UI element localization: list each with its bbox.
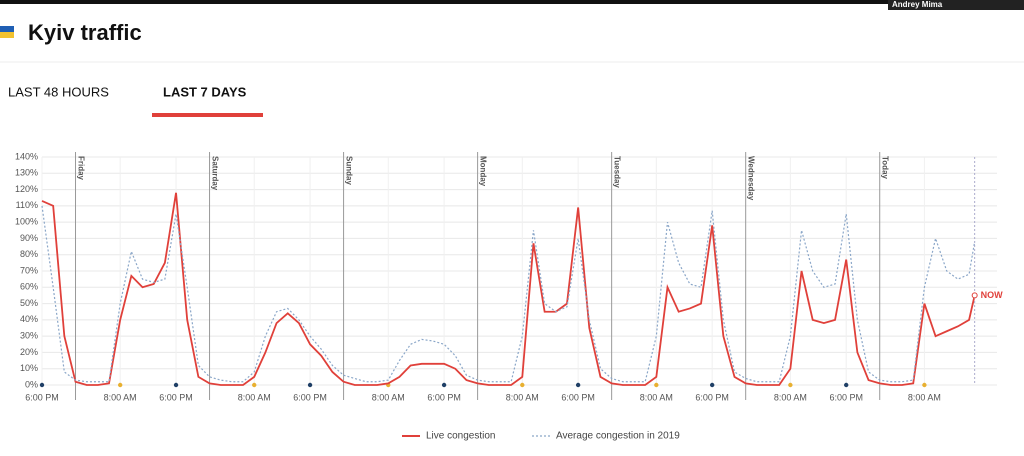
y-tick-label: 140%: [15, 151, 38, 161]
x-tick-label: 6:00 PM: [427, 392, 461, 402]
day-label: Tuesday: [613, 156, 622, 188]
chart: 0% 10% 20% 30% 40% 50% 60% 70% 80% 90% 100% 110% 120…: [15, 151, 1003, 441]
tick-dot: [39, 382, 45, 388]
y-tick-label: 10%: [20, 363, 38, 373]
top-bar: [0, 0, 1024, 4]
day-label: Sunday: [344, 156, 353, 185]
user-badge: [888, 0, 1024, 10]
tick-dot: [788, 382, 793, 388]
legend-label: Average congestion in 2019: [556, 431, 680, 442]
y-tick-label: 60%: [20, 282, 38, 292]
series-line: [41, 192, 976, 386]
annotation: NOW: [981, 290, 1004, 300]
y-tick-label: 110%: [16, 200, 38, 210]
x-tick-label: 8:00 AM: [908, 392, 941, 402]
tabs: LAST 48 HOURS LAST 7 DAYS: [8, 84, 263, 117]
y-tick-label: 20%: [20, 347, 38, 357]
tick-dot: [441, 382, 447, 388]
day-label: Monday: [479, 156, 488, 187]
x-tick-label: 6:00 PM: [293, 392, 327, 402]
x-tick-label: 8:00 AM: [372, 392, 405, 402]
y-tick-label: 70%: [20, 265, 38, 275]
tab[interactable]: LAST 7 DAYS: [163, 84, 247, 99]
x-tick-label: 6:00 PM: [829, 392, 863, 402]
y-tick-label: 30%: [20, 331, 38, 341]
user-name: Andrey Mima: [892, 0, 943, 9]
x-tick-label: 8:00 AM: [774, 392, 807, 402]
tick-dot: [117, 382, 123, 388]
day-label: Today: [881, 156, 890, 180]
tick-dot: [173, 382, 179, 388]
y-tick-label: 130%: [15, 168, 38, 178]
y-tick-label: 0%: [25, 379, 38, 389]
legend-label: Live congestion: [426, 431, 496, 442]
x-tick-label: 6:00 PM: [25, 392, 59, 402]
x-tick-label: 8:00 AM: [238, 392, 271, 402]
tick-dot: [922, 382, 927, 388]
y-tick-label: 40%: [20, 314, 38, 324]
tab[interactable]: LAST 48 HOURS: [8, 84, 109, 99]
tick-dot: [575, 382, 581, 388]
series-line: [41, 205, 976, 383]
day-label: Wednesday: [747, 156, 756, 201]
day-label: Friday: [76, 156, 85, 181]
tick-dot: [844, 382, 849, 388]
y-tick-label: 100%: [15, 217, 38, 227]
day-label: Saturday: [210, 156, 219, 191]
x-tick-label: 6:00 PM: [695, 392, 729, 402]
x-tick-label: 8:00 AM: [104, 392, 137, 402]
tick-dot: [520, 382, 525, 388]
tick-dot: [654, 382, 659, 388]
now-point: [971, 292, 978, 299]
tick-dot: [252, 382, 257, 388]
tick-dot: [307, 382, 313, 388]
flag-blue: [0, 26, 14, 32]
x-tick-label: 6:00 PM: [561, 392, 595, 402]
y-tick-label: 50%: [20, 298, 38, 308]
x-tick-label: 8:00 AM: [640, 392, 673, 402]
y-tick-label: 80%: [20, 249, 38, 259]
page-title: Kyiv traffic: [28, 20, 142, 45]
tab-underline: [152, 113, 263, 117]
tick-dot: [709, 382, 715, 388]
flag-yellow: [0, 32, 14, 38]
x-tick-label: 8:00 AM: [506, 392, 539, 402]
y-tick-label: 120%: [15, 184, 38, 194]
y-tick-label: 90%: [20, 233, 38, 243]
x-tick-label: 6:00 PM: [159, 392, 193, 402]
